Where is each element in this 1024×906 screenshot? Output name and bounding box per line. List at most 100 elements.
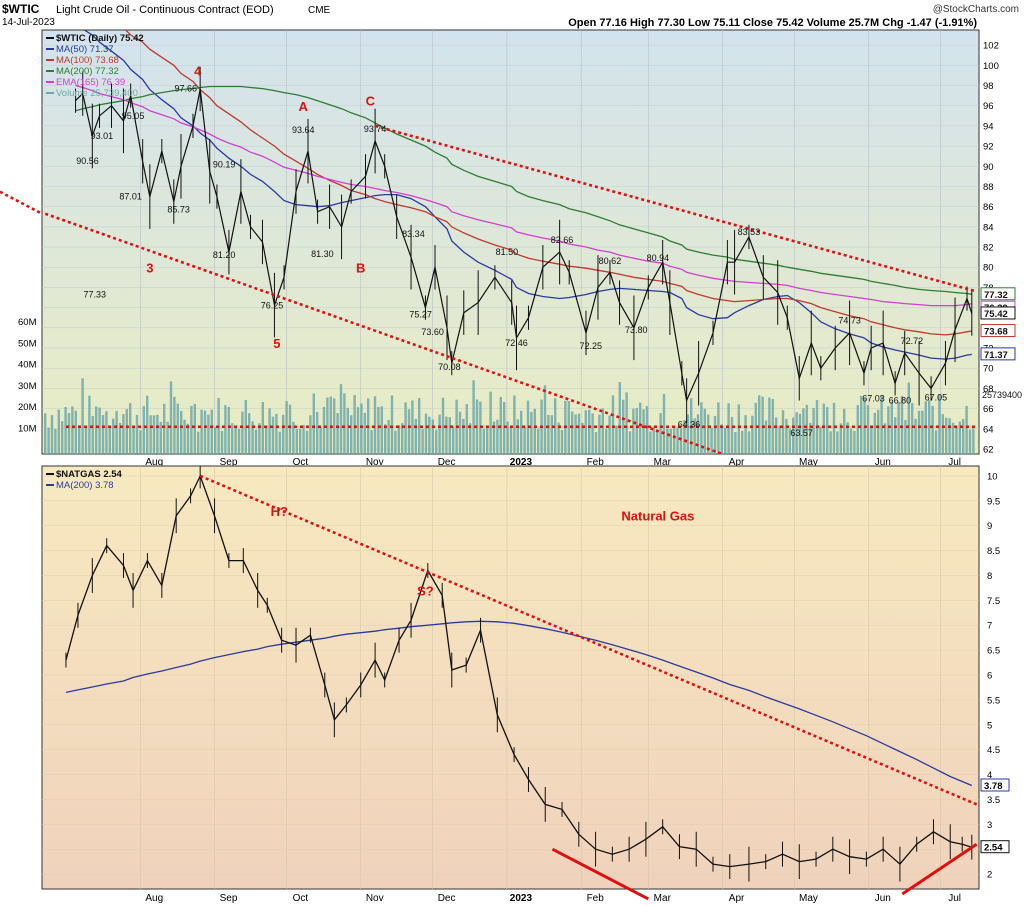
price-point-label: 97.66 [175, 84, 198, 94]
volume-bar [254, 429, 258, 454]
volume-bar [496, 419, 499, 454]
volume-bar [802, 408, 805, 454]
natgas-tick-label: 8.5 [987, 546, 1000, 557]
volume-bar [180, 410, 183, 454]
volume-bar [622, 399, 625, 454]
volume-bar [615, 425, 618, 454]
volume-bar [598, 414, 601, 454]
volume-bar [244, 399, 247, 454]
price-point-label: 83.53 [738, 227, 761, 237]
volume-bar [883, 423, 887, 454]
volume-bar [465, 404, 468, 454]
price-point-label: 93.74 [364, 124, 387, 134]
month-label: Apr [729, 893, 745, 904]
volume-bar [224, 405, 227, 454]
natgas-tick-label: 6 [987, 671, 992, 682]
natgas-annotation: H? [271, 504, 288, 519]
channel-line-extension [0, 190, 43, 215]
volume-bar [411, 400, 414, 454]
natgas-right-value: 3.78 [984, 781, 1003, 792]
volume-bar [822, 403, 825, 454]
volume-bar [346, 407, 349, 454]
volume-bar [265, 425, 268, 454]
price-point-label: 74.73 [838, 316, 861, 326]
volume-bar [84, 427, 88, 454]
month-label: Apr [729, 457, 745, 468]
volume-bar [356, 407, 360, 454]
wtic-price-line [75, 88, 973, 403]
volume-bar [248, 413, 251, 454]
price-point-label: 95.05 [122, 111, 145, 121]
volume-bar [652, 427, 655, 454]
volume-bar [176, 403, 179, 454]
natgas-right-box [980, 840, 1010, 854]
volume-bar [64, 407, 67, 454]
volume-bar [210, 409, 213, 454]
volume-bar [608, 415, 611, 454]
volume-bar [788, 428, 791, 454]
volume-bar [628, 431, 632, 454]
wave-label: 3 [146, 260, 153, 275]
volume-bar [506, 421, 509, 454]
volume-bar [360, 403, 363, 454]
volume-bar [764, 420, 768, 454]
volume-bar [146, 395, 149, 454]
volume-bar [401, 423, 404, 454]
month-label: Jun [875, 457, 891, 468]
price-point-label: 90.56 [76, 156, 99, 166]
ohlc-summary: Open 77.16 High 77.30 Low 75.11 Close 75… [568, 17, 977, 29]
natgas-annotation: S? [417, 583, 434, 598]
month-label: May [799, 457, 818, 468]
volume-bar [931, 405, 934, 454]
volume-tick-label: 60M [18, 317, 37, 328]
volume-bar [781, 410, 785, 454]
price-point-label: 90.19 [213, 159, 236, 169]
volume-bar [965, 405, 968, 454]
volume-bar [741, 430, 744, 454]
volume-bar [724, 428, 727, 454]
month-label: Feb [587, 457, 605, 468]
volume-bar [292, 421, 295, 454]
volume-bar [560, 430, 564, 454]
price-tick-label: 88 [983, 182, 994, 193]
volume-bar [945, 417, 948, 454]
volume-bar [730, 416, 734, 454]
volume-bar [669, 428, 672, 454]
wave-label: 4 [194, 63, 202, 78]
volume-bar [758, 395, 761, 454]
wave-label: 5 [273, 336, 280, 351]
volume-bar [557, 422, 560, 454]
volume-bar [601, 408, 604, 454]
volume-bar [282, 414, 285, 454]
volume-bar [683, 420, 686, 454]
price-point-label: 80.94 [647, 253, 670, 263]
price-right-box [980, 306, 1016, 320]
natgas-tick-label: 2 [987, 870, 992, 881]
price-tick-label: 66 [983, 404, 994, 415]
price-point-label: 67.05 [925, 392, 948, 402]
volume-bar [329, 396, 332, 454]
volume-bar [132, 426, 135, 454]
month-label: Jul [948, 457, 961, 468]
price-point-label: 93.01 [91, 131, 114, 141]
volume-bar [523, 427, 526, 454]
volume-bar [234, 425, 237, 454]
volume-bar [795, 412, 798, 454]
price-point-label: 85.73 [167, 205, 190, 215]
volume-bar [275, 413, 278, 454]
volume-bar [339, 384, 343, 454]
volume-bar [421, 428, 424, 454]
volume-bar [441, 397, 445, 454]
volume-bar [482, 428, 485, 454]
volume-bar [934, 430, 938, 454]
volume-bar [707, 414, 710, 454]
volume-bar [152, 415, 156, 454]
price-tick-label: 86 [983, 202, 994, 213]
volume-bar [581, 422, 584, 454]
volume-bar [880, 395, 883, 454]
price-tick-label: 70 [983, 364, 994, 375]
month-label: Dec [438, 893, 456, 904]
volume-bar [163, 403, 166, 454]
volume-bar [941, 414, 944, 454]
natgas-right-box [980, 778, 1010, 792]
